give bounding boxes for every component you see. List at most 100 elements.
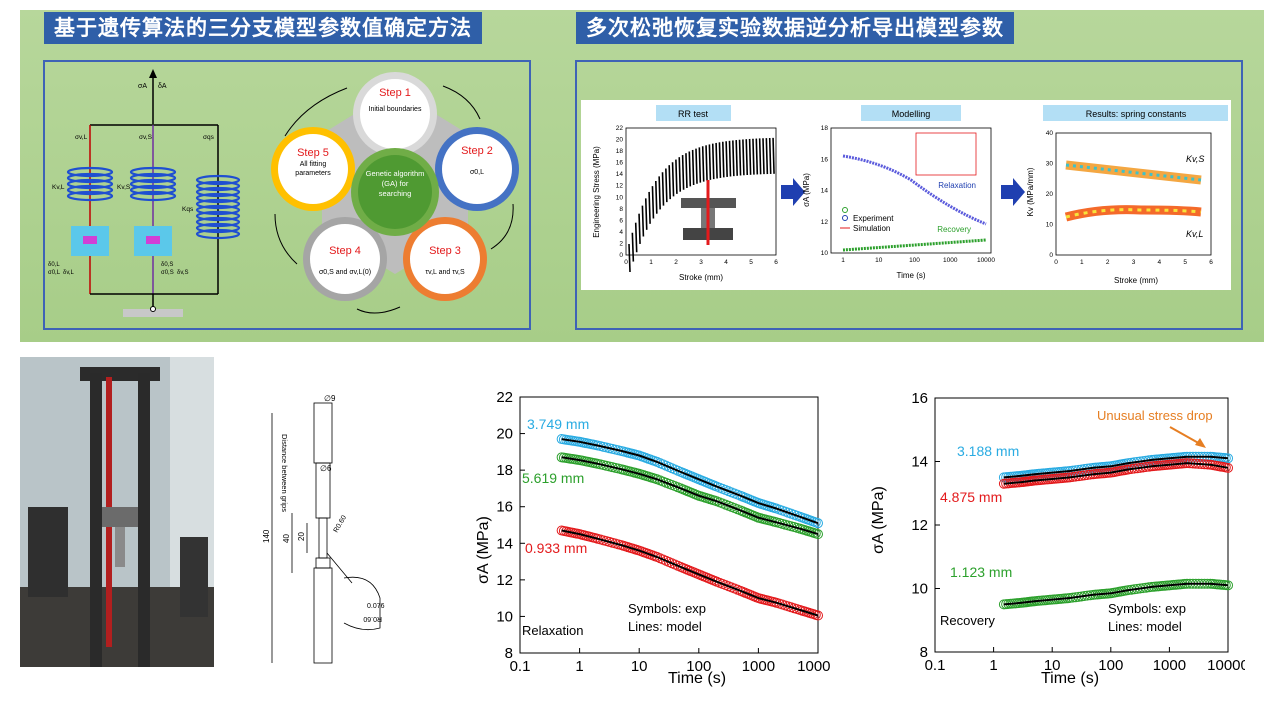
data-point [813,518,823,529]
spring-band-s-overlay [1065,163,1202,182]
dim-40: 40 [282,534,291,543]
rr-cycle [661,172,665,206]
tick-label: 6 [774,259,778,266]
x-tick-label: 1000 [742,658,775,675]
dashpot-left-piston [83,236,97,244]
model-relax-label: Relaxation [938,181,976,190]
recov-annotation: Unusual stress drop [1097,408,1213,423]
spring-yticks: 0 10 20 30 40 [1046,130,1054,259]
tick-label: 30 [1046,161,1054,168]
step1-circle [360,79,430,149]
legend-exp-blue [842,215,848,221]
rr-cycle [762,138,765,175]
dashpot-label-l2: σ0,L [48,270,61,276]
rr-tag: RR test [678,109,709,119]
spring-label-2: Kv,S [117,184,131,191]
rr-cycle [745,139,749,176]
left-title: 基于遗传算法的三分支模型参数值确定方法 [44,12,482,44]
ga-center [358,155,432,229]
sigma-top-label: σA [138,83,147,90]
rr-cycle [708,144,712,180]
tick-label: 3 [1132,259,1136,266]
spring-tag: Results: spring constants [1086,109,1187,119]
y-tick-label: 16 [911,390,928,407]
specimen-shoulder-bottom [315,557,331,569]
y-tick-label: 14 [496,535,513,552]
rr-cycle [701,146,705,182]
rr-cycle [655,180,658,214]
relax-note-1: Symbols: exp [628,601,706,616]
ground-block [123,309,183,317]
rr-cycle [671,162,675,197]
rr-cycle [735,140,738,176]
tick-label: 10 [1046,222,1054,229]
dim-phi6: ∅6 [320,464,332,473]
step3-text: τv,L and τv,S [425,269,465,276]
rr-cycle [628,243,631,273]
model-recov-label: Recovery [937,225,971,234]
machine-specimen [115,527,125,567]
dim-140: 140 [262,529,271,543]
rr-cycle [634,222,638,253]
model-xlabel: Time (s) [896,271,925,280]
rr-cycle [631,232,635,262]
y-tick-label: 10 [496,608,513,625]
specimen-gauge [318,517,328,559]
x-tick-label: 10000 [1207,657,1245,674]
flow-arrow-2-icon [1001,178,1025,206]
x-tick-label: 1 [989,657,997,674]
rr-cycle [651,186,655,219]
model-inset [915,132,977,176]
dim-phi9: ∅9 [324,394,336,403]
spring-label-l: Kv,L [1186,229,1203,239]
y-tick-label: 20 [496,426,513,443]
step5-text-box: All fitting parameters [295,161,330,177]
step3-title: Step 3 [429,245,461,257]
model-xticks: 1 10 100 1000 10000 [841,257,995,264]
rr-figure [581,100,1231,290]
right-title: 多次松弛恢复实验数据逆分析导出模型参数 [576,12,1014,44]
rr-cycle [681,155,685,190]
x-tick-label: 100 [686,658,711,675]
y-tick-label: 8 [505,645,513,662]
tick-label: 14 [616,171,624,178]
model-line [561,456,819,536]
series-label: 1.123 mm [950,564,1012,580]
rr-cycle [698,147,702,183]
recov-xlabel: Time (s) [1041,670,1099,687]
dim-r060-b: R0.60 [363,615,382,622]
relax-ylabel: σA (MPa) [475,516,492,584]
annotation-arrow-head-icon [1195,438,1206,448]
step5-circle [278,134,348,204]
rr-cycle [748,138,752,175]
x-tick-label: 10 [631,658,648,675]
rr-cycle [665,168,668,203]
spring-ylabel: Kv (MPa/mm) [1026,167,1035,216]
arrow-up-icon [149,69,157,78]
rr-cycle [732,140,735,177]
rr-cycle [755,138,759,175]
recov-ylabel: σA (MPa) [870,486,887,554]
annotation-arrow [1169,426,1203,446]
step4-circle [310,224,380,294]
rr-cycle [685,153,688,188]
step2-title: Step 2 [461,145,493,157]
tick-label: 0 [619,252,623,259]
step5-title: Step 5 [297,147,329,159]
rr-cycle [638,213,641,244]
rr-cycle [718,142,722,178]
dashpot-label-r3: δv,S [177,270,189,276]
series-label: 3.188 mm [957,443,1019,459]
model-axes [830,127,992,254]
rr-cycle [738,139,742,176]
relax-xlabel: Time (s) [668,670,726,687]
branch-label-1: σv,L [75,134,88,141]
flow-arrow-1-icon [781,178,805,206]
y-tick-label: 18 [496,462,513,479]
y-tick-label: 16 [496,499,513,516]
tick-label: 1 [649,259,653,266]
tick-label: 0 [1049,252,1053,259]
spring-label-3: Kqs [182,206,194,213]
rr-cycle [705,145,708,181]
step1-text: Initial boundaries [369,106,422,113]
